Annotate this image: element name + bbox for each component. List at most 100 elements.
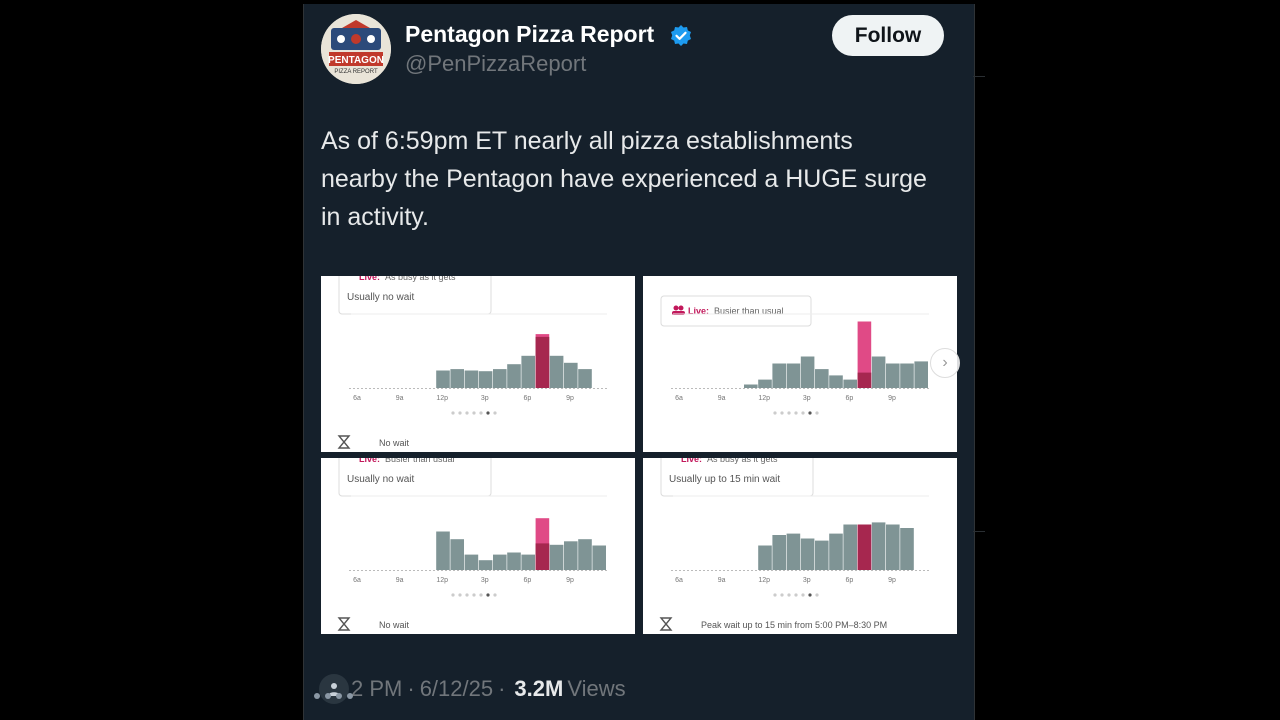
tick-label: 3p	[481, 577, 489, 584]
page-dot	[458, 593, 462, 597]
tick-label: 12p	[436, 577, 448, 584]
usual-bar	[815, 369, 829, 388]
usual-bar	[871, 356, 886, 388]
page-dot	[472, 593, 476, 597]
live-overlap-bar	[857, 372, 872, 388]
dot	[325, 693, 331, 699]
tick-label: 12p	[758, 395, 770, 402]
page-dot	[787, 411, 791, 415]
tick-label: 9a	[718, 577, 726, 584]
usual-bar	[464, 554, 479, 570]
usual-bar	[815, 540, 829, 570]
usual-bar	[478, 371, 493, 388]
page-dot	[794, 411, 798, 415]
wait-note: No wait	[379, 438, 410, 448]
tweet-time[interactable]: 2 PM	[351, 676, 403, 701]
page-dot	[451, 411, 455, 415]
verified-badge-icon	[671, 25, 691, 46]
usual-bar	[493, 554, 507, 570]
hourglass-icon	[659, 617, 673, 631]
tweet-text: As of 6:59pm ET nearly all pizza establi…	[321, 127, 927, 231]
live-tooltip	[660, 295, 812, 327]
tick-label: 9p	[888, 395, 896, 402]
usual-bar	[744, 384, 758, 388]
dot	[314, 693, 320, 699]
busyness-chart-4[interactable]: Live: As busy as it gets Usually up to 15 …	[643, 458, 957, 634]
page-dot	[465, 593, 469, 597]
avatar[interactable]: PENTAGON PIZZA REPORT	[321, 14, 391, 84]
page-dot	[787, 593, 791, 597]
hourglass-icon	[337, 435, 351, 449]
live-label: Live:	[359, 276, 380, 282]
dot	[347, 693, 353, 699]
chevron-right-icon[interactable]: ›	[930, 348, 960, 378]
page-dot	[486, 593, 490, 597]
usual-bar	[549, 544, 564, 570]
live-status: As busy as it gets	[707, 458, 778, 464]
views-count: 3.2M	[514, 676, 564, 701]
account-handle[interactable]: @PenPizzaReport	[405, 51, 587, 76]
tick-label: 9a	[396, 577, 404, 584]
page-dot	[808, 411, 812, 415]
usual-bar	[450, 369, 464, 388]
divider	[973, 76, 985, 77]
tick-label: 9a	[718, 395, 726, 402]
wait-note: Peak wait up to 15 min from 5:00 PM–8:30…	[701, 620, 887, 630]
page-dot	[808, 593, 812, 597]
page-dot	[451, 593, 455, 597]
usual-bar	[578, 539, 592, 570]
tick-label: 6a	[353, 577, 361, 584]
person-icon	[319, 674, 349, 704]
usual-bar	[450, 539, 464, 570]
live-status: Busier than usual	[714, 306, 784, 316]
follow-button[interactable]: Follow	[832, 15, 944, 56]
live-status: Busier than usual	[385, 458, 455, 464]
usual-bar	[886, 524, 900, 570]
usual-bar	[592, 545, 606, 570]
busyness-chart-1[interactable]: Live: As busy as it gets Usually no wait 6a…	[321, 276, 635, 452]
page-dot	[465, 411, 469, 415]
usual-wait-text: Usually no wait	[347, 474, 414, 485]
pentagon-pizza-logo-icon: PENTAGON PIZZA REPORT	[321, 14, 391, 84]
page-dot	[493, 411, 497, 415]
busyness-chart-3[interactable]: Live: Busier than usual Usually no wait 6a 9…	[321, 458, 635, 634]
meta-separator: ·	[498, 676, 506, 701]
tick-label: 6a	[675, 395, 683, 402]
live-overlap-bar	[535, 336, 550, 388]
usual-bar	[464, 370, 479, 388]
usual-bar	[829, 533, 843, 570]
usual-bar	[521, 355, 535, 388]
tick-label: 3p	[803, 577, 811, 584]
page-dot	[458, 411, 462, 415]
busyness-chart-2[interactable]: Live: Busier than usual 6a 9a 12p 3p 6p 9p	[643, 276, 957, 452]
account-name[interactable]: Pentagon Pizza Report	[405, 21, 655, 47]
page-dot	[815, 411, 819, 415]
usual-bar	[829, 375, 843, 388]
tweet-date[interactable]: 6/12/25	[419, 676, 494, 701]
usual-bar	[772, 363, 786, 388]
page-dot	[794, 593, 798, 597]
usual-bar	[800, 538, 815, 570]
views-label: Views	[567, 676, 626, 701]
usual-bar	[493, 369, 507, 388]
tick-label: 3p	[481, 395, 489, 402]
tick-label: 3p	[803, 395, 811, 402]
pagination-dots	[314, 693, 353, 699]
tick-label: 6p	[524, 577, 532, 584]
usual-bar	[507, 552, 521, 570]
usual-bar	[843, 379, 857, 388]
usual-wait-text: Usually up to 15 min wait	[669, 474, 780, 485]
tick-label: 9p	[566, 395, 574, 402]
usual-bar	[478, 560, 493, 570]
page-dot	[815, 593, 819, 597]
usual-bar	[772, 535, 786, 570]
avatar-main-text: PENTAGON	[328, 55, 384, 66]
page-dot	[479, 593, 483, 597]
wait-note: No wait	[379, 620, 410, 630]
live-bar	[857, 321, 872, 388]
live-overlap-bar	[535, 543, 550, 570]
usual-bar	[564, 541, 578, 570]
tick-label: 6a	[353, 395, 361, 402]
usual-bar	[758, 545, 772, 570]
page-dot	[472, 411, 476, 415]
